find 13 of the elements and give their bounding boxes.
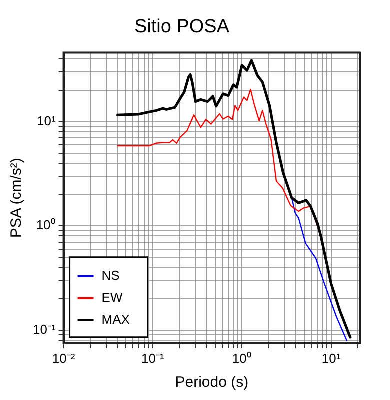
legend-label: EW xyxy=(102,290,124,305)
legend-label: NS xyxy=(102,268,120,283)
x-tick-label: 10¹ xyxy=(322,350,342,366)
y-tick-label: 10¹ xyxy=(36,113,56,128)
y-tick-label: 10⁰ xyxy=(36,218,56,233)
x-tick-label: 10⁻¹ xyxy=(142,350,166,366)
x-tick-label: 10⁻² xyxy=(52,350,76,366)
y-axis-title: PSA (cm/s²) xyxy=(8,158,26,238)
x-tick-label: 10⁰ xyxy=(232,350,252,366)
chart-title: Sitio POSA xyxy=(134,16,230,38)
y-tick-label: 10⁻¹ xyxy=(32,322,56,337)
legend-label: MAX xyxy=(102,312,130,327)
x-axis-title: Periodo (s) xyxy=(175,374,249,392)
